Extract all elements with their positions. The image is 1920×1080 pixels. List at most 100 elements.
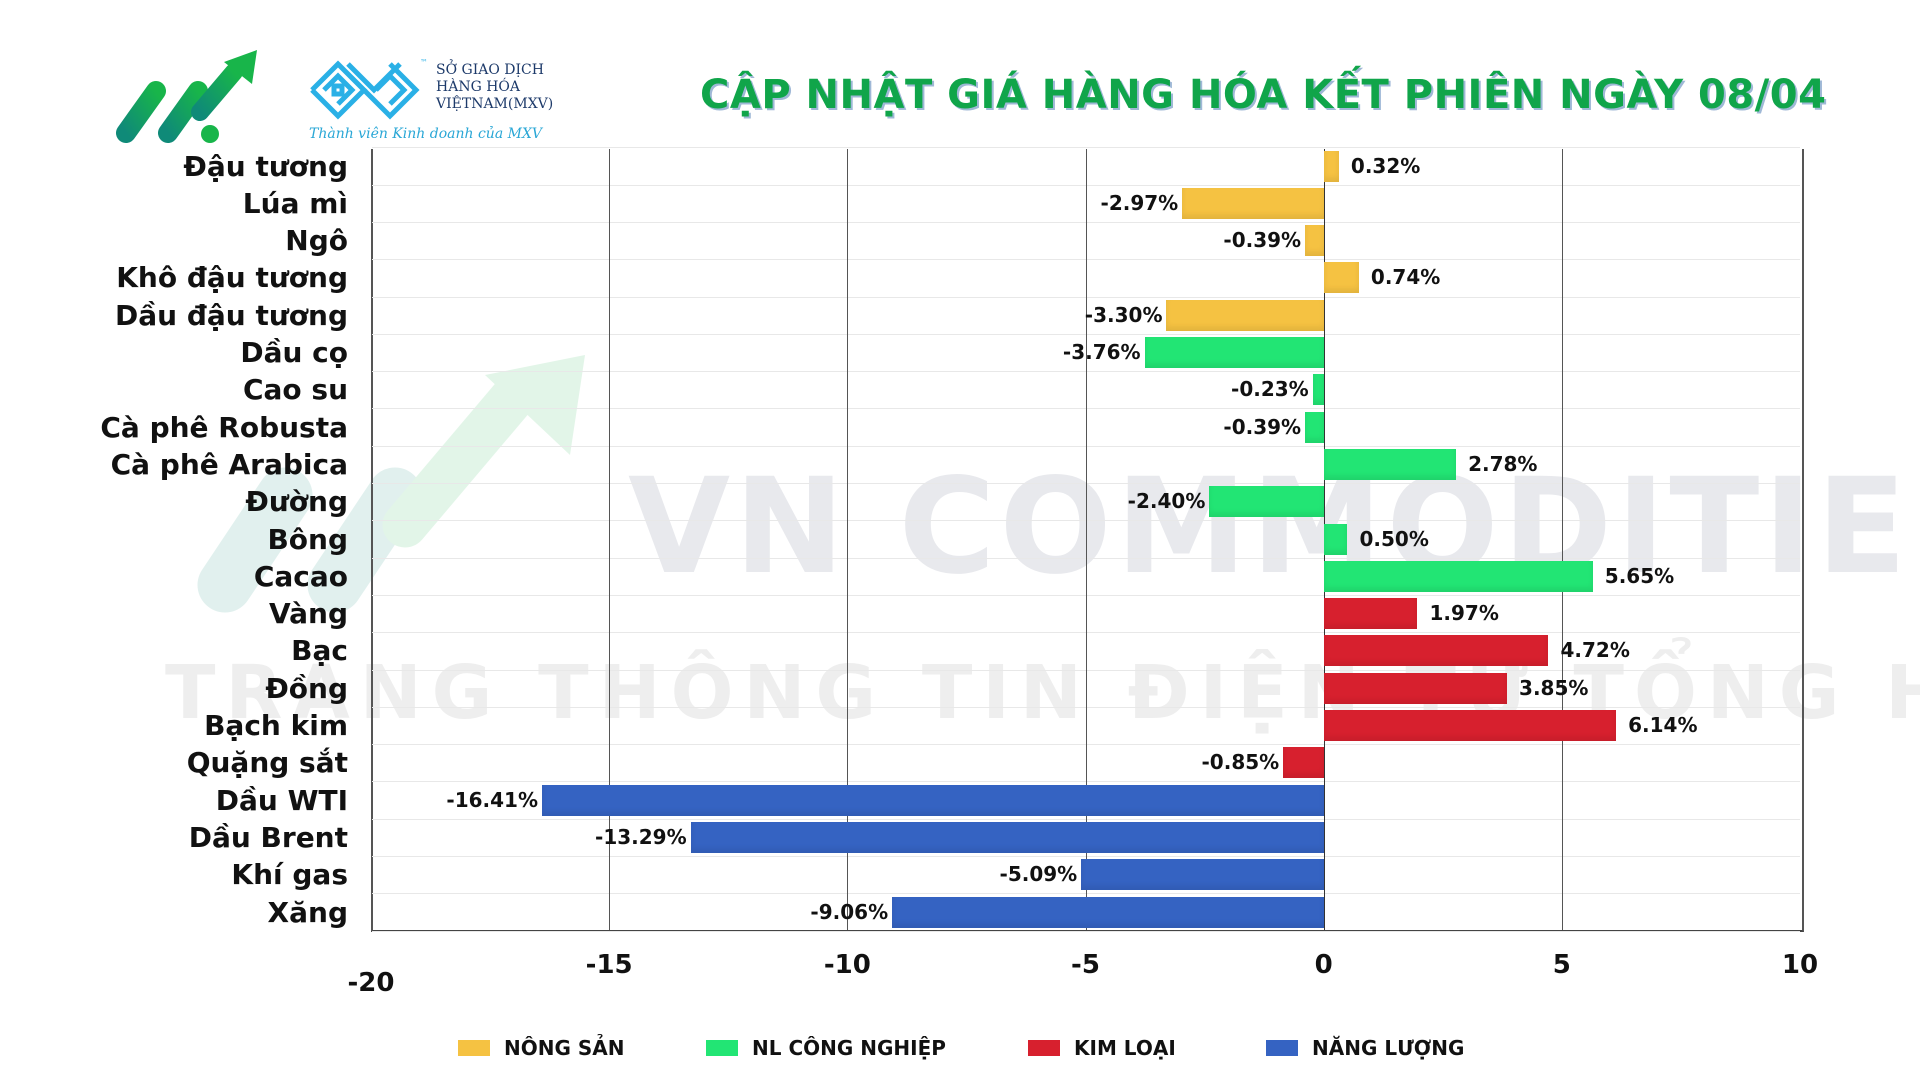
legend-swatch-kim-loai bbox=[1028, 1040, 1060, 1056]
legend-swatch-nong-san bbox=[458, 1040, 490, 1056]
mxv-maze-icon bbox=[310, 60, 420, 120]
legend-label-nl-cong-nghiep: NL CÔNG NGHIỆP bbox=[752, 1036, 946, 1060]
data-label: 4.72% bbox=[1560, 638, 1630, 663]
category-label: Cà phê Arabica bbox=[110, 447, 348, 481]
category-label: Cacao bbox=[253, 559, 348, 593]
bar bbox=[1323, 672, 1508, 704]
watermark-arrow-icon bbox=[185, 355, 605, 615]
mxv-logo-text: SỞ GIAO DỊCH HÀNG HÓA VIỆTNAM(MXV) bbox=[436, 62, 553, 113]
gridline-vertical bbox=[847, 149, 849, 930]
bar bbox=[1144, 337, 1324, 368]
category-label: Vàng bbox=[268, 597, 348, 631]
category-label: Khô đậu tương bbox=[116, 261, 348, 295]
brand-logo bbox=[112, 48, 262, 143]
data-label: -0.23% bbox=[1231, 377, 1309, 402]
bar bbox=[1081, 859, 1324, 891]
mxv-line-3: VIỆTNAM(MXV) bbox=[436, 96, 554, 112]
category-label: Bông bbox=[267, 522, 348, 556]
category-label: Đường bbox=[245, 485, 348, 519]
legend-label-kim-loai: KIM LOẠI bbox=[1074, 1036, 1176, 1060]
watermark-vn-commodities: VN COMMODITIES bbox=[628, 450, 1920, 604]
legend-label-nong-san: NÔNG SẢN bbox=[504, 1036, 625, 1060]
bar bbox=[1323, 598, 1418, 630]
category-label: Ngô bbox=[285, 224, 348, 258]
data-label: 5.65% bbox=[1604, 563, 1675, 588]
data-label: 2.78% bbox=[1468, 451, 1538, 476]
mxv-line-2: HÀNG HÓA bbox=[436, 79, 520, 95]
category-label: Dầu Brent bbox=[188, 820, 348, 854]
page-title: CẬP NHẬT GIÁ HÀNG HÓA KẾT PHIÊN NGÀY 08/… bbox=[700, 72, 1827, 118]
data-label: -0.85% bbox=[1201, 750, 1280, 775]
category-label: Bạc bbox=[291, 634, 348, 668]
axis-tick-label: -20 bbox=[347, 968, 395, 998]
bar bbox=[1283, 747, 1324, 779]
category-label: Quặng sắt bbox=[186, 746, 348, 780]
axis-tick-label: 5 bbox=[1552, 950, 1571, 980]
bar bbox=[1323, 448, 1457, 480]
axis-tick-label: 10 bbox=[1781, 950, 1819, 980]
bar bbox=[1323, 523, 1348, 555]
category-label: Dầu đậu tương bbox=[115, 298, 348, 332]
bar bbox=[1182, 187, 1324, 219]
bar bbox=[690, 821, 1324, 853]
gridline-vertical bbox=[609, 149, 611, 930]
bar bbox=[1323, 262, 1359, 294]
watermark-subtitle: TRANG THÔNG TIN ĐIỆN TỬ TỔNG HỢP bbox=[165, 650, 1920, 736]
data-label: -3.30% bbox=[1084, 302, 1163, 327]
data-label: -3.76% bbox=[1062, 340, 1141, 364]
category-label: Đậu tương bbox=[183, 149, 348, 183]
data-label: -16.41% bbox=[446, 787, 539, 812]
category-label: Bạch kim bbox=[204, 709, 348, 742]
bar bbox=[1323, 635, 1549, 667]
data-label: -2.40% bbox=[1127, 489, 1206, 514]
bar bbox=[1323, 150, 1339, 182]
mxv-logo: ™ bbox=[308, 58, 428, 120]
data-label: 0.50% bbox=[1359, 526, 1429, 551]
axis-tick-label: 0 bbox=[1314, 950, 1333, 980]
data-label: 6.14% bbox=[1628, 713, 1698, 737]
bar bbox=[1166, 299, 1324, 331]
data-label: -13.29% bbox=[595, 824, 687, 849]
gridline-vertical bbox=[1085, 149, 1087, 930]
data-label: 0.32% bbox=[1350, 153, 1421, 178]
data-label: 0.74% bbox=[1370, 265, 1441, 290]
axis-tick-label: -5 bbox=[1071, 950, 1100, 980]
axis-tick-label: -10 bbox=[823, 950, 871, 980]
bar bbox=[1312, 374, 1324, 406]
bar bbox=[1323, 710, 1617, 741]
legend-swatch-nang-luong bbox=[1266, 1040, 1298, 1056]
bar bbox=[1323, 560, 1593, 592]
category-label: Cà phê Robusta bbox=[100, 410, 348, 444]
legend-item-nang-luong: NĂNG LƯỢNG bbox=[1266, 1036, 1464, 1060]
gridline-horizontal bbox=[372, 930, 1800, 932]
data-label: 1.97% bbox=[1429, 601, 1499, 626]
mxv-subtitle: Thành viên Kinh doanh của MXV bbox=[309, 126, 543, 142]
category-label: Lúa mì bbox=[242, 186, 348, 220]
growth-arrow-icon bbox=[116, 50, 257, 143]
axis-tick-label: -15 bbox=[585, 950, 633, 980]
legend-swatch-nl-cong-nghiep bbox=[706, 1040, 738, 1056]
mxv-line-1: SỞ GIAO DỊCH bbox=[436, 62, 544, 78]
category-label: Khí gas bbox=[231, 858, 348, 892]
category-label: Cao su bbox=[242, 373, 348, 407]
bar bbox=[1209, 486, 1324, 518]
bar bbox=[1305, 411, 1324, 443]
legend-item-nong-san: NÔNG SẢN bbox=[458, 1036, 624, 1060]
category-label: Xăng bbox=[267, 895, 348, 929]
data-label: -0.39% bbox=[1223, 228, 1302, 253]
bar bbox=[1305, 225, 1324, 257]
legend-item-nl-cong-nghiep: NL CÔNG NGHIỆP bbox=[706, 1036, 946, 1060]
data-label: -0.39% bbox=[1223, 414, 1302, 439]
category-label: Dầu cọ bbox=[240, 336, 348, 369]
gridline-horizontal bbox=[372, 147, 1800, 149]
legend-label-nang-luong: NĂNG LƯỢNG bbox=[1312, 1036, 1465, 1060]
data-label: -2.97% bbox=[1100, 190, 1179, 215]
trademark-mark: ™ bbox=[420, 58, 428, 67]
data-label: 3.85% bbox=[1519, 675, 1589, 700]
data-label: -5.09% bbox=[999, 862, 1078, 887]
bar bbox=[542, 784, 1324, 816]
category-label: Dầu WTI bbox=[215, 783, 348, 817]
legend-item-kim-loai: KIM LOẠI bbox=[1028, 1036, 1176, 1060]
data-label: -9.06% bbox=[810, 899, 889, 924]
gridline-vertical bbox=[1561, 149, 1563, 930]
